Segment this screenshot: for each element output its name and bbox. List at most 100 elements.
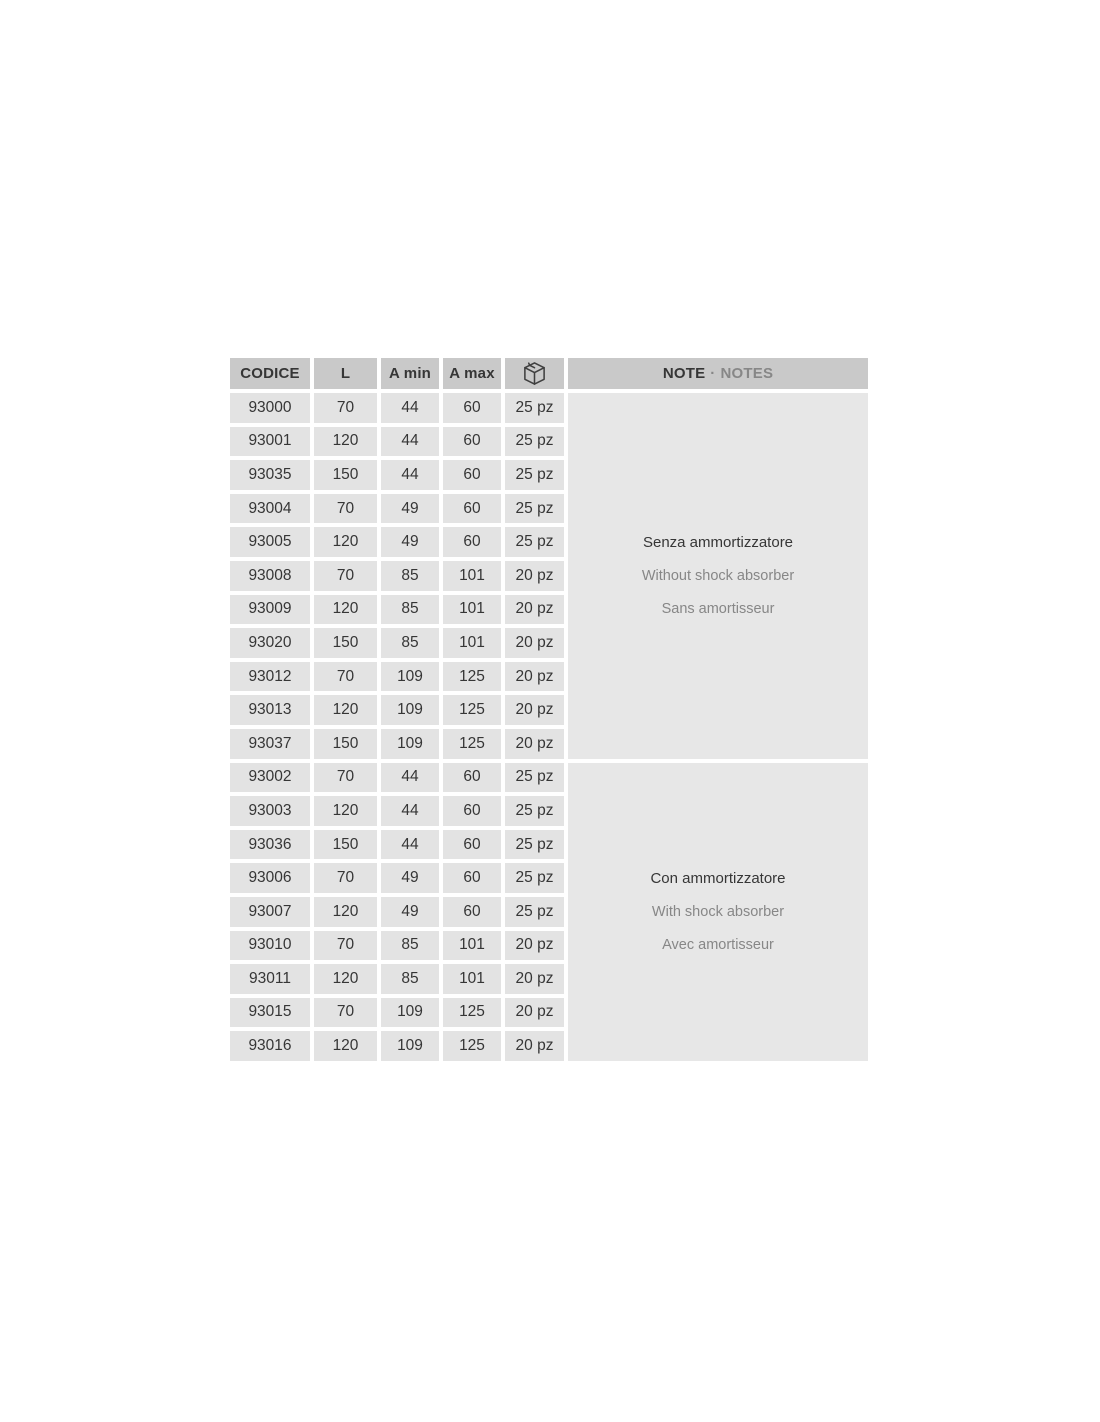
note-group-without-shock-absorber: Senza ammortizzatore Without shock absor… <box>568 393 868 759</box>
header-length: L <box>314 358 377 389</box>
note-secondary: Without shock absorber <box>641 567 795 584</box>
l-cell: 70 <box>314 930 377 961</box>
a-min-cell: 109 <box>381 728 439 759</box>
a-max-cell: 125 <box>443 661 501 692</box>
l-cell: 120 <box>314 896 377 927</box>
product-table: CODICE L A min A max NOTE · NOTES Senza … <box>230 358 868 1061</box>
a-max-cell: 60 <box>443 493 501 524</box>
note-group-with-shock-absorber: Con ammortizzatore With shock absorber A… <box>568 762 868 1061</box>
l-cell: 70 <box>314 493 377 524</box>
a-min-cell: 109 <box>381 661 439 692</box>
a-max-cell: 60 <box>443 896 501 927</box>
codice-cell: 93037 <box>230 728 310 759</box>
header-a-max: A max <box>443 358 501 389</box>
header-note-separator: · <box>710 365 716 382</box>
l-cell: 150 <box>314 728 377 759</box>
codice-cell: 93000 <box>230 393 310 423</box>
a-min-cell: 109 <box>381 1031 439 1061</box>
l-cell: 120 <box>314 594 377 625</box>
note-tertiary: Avec amortisseur <box>662 936 774 953</box>
note-primary: Senza ammortizzatore <box>642 533 794 551</box>
codice-cell: 93001 <box>230 426 310 457</box>
l-cell: 70 <box>314 863 377 893</box>
l-cell: 150 <box>314 460 377 490</box>
a-max-cell: 101 <box>443 594 501 625</box>
codice-cell: 93013 <box>230 695 310 725</box>
qty-cell: 25 pz <box>505 796 564 826</box>
a-min-cell: 44 <box>381 426 439 457</box>
codice-cell: 93007 <box>230 896 310 927</box>
qty-cell: 25 pz <box>505 426 564 457</box>
l-cell: 70 <box>314 560 377 591</box>
a-max-cell: 101 <box>443 964 501 994</box>
header-codice: CODICE <box>230 358 310 389</box>
codice-cell: 93008 <box>230 560 310 591</box>
a-min-cell: 109 <box>381 695 439 725</box>
a-max-cell: 125 <box>443 1031 501 1061</box>
codice-cell: 93010 <box>230 930 310 961</box>
header-note-label-it: NOTE <box>662 365 706 382</box>
l-cell: 70 <box>314 393 377 423</box>
l-cell: 120 <box>314 964 377 994</box>
header-quantity <box>505 358 564 389</box>
l-cell: 120 <box>314 796 377 826</box>
a-max-cell: 125 <box>443 695 501 725</box>
a-min-cell: 49 <box>381 896 439 927</box>
a-max-cell: 60 <box>443 527 501 557</box>
a-max-cell: 101 <box>443 560 501 591</box>
a-max-cell: 101 <box>443 628 501 658</box>
qty-cell: 25 pz <box>505 829 564 860</box>
qty-cell: 25 pz <box>505 762 564 793</box>
a-max-cell: 125 <box>443 728 501 759</box>
codice-cell: 93003 <box>230 796 310 826</box>
codice-cell: 93004 <box>230 493 310 524</box>
package-icon <box>521 361 548 386</box>
qty-cell: 20 pz <box>505 560 564 591</box>
header-note: NOTE · NOTES <box>568 358 868 389</box>
l-cell: 70 <box>314 661 377 692</box>
a-max-cell: 125 <box>443 997 501 1028</box>
a-min-cell: 85 <box>381 560 439 591</box>
codice-cell: 93009 <box>230 594 310 625</box>
l-cell: 120 <box>314 695 377 725</box>
a-min-cell: 44 <box>381 829 439 860</box>
qty-cell: 20 pz <box>505 728 564 759</box>
codice-cell: 93006 <box>230 863 310 893</box>
a-max-cell: 60 <box>443 863 501 893</box>
a-max-cell: 60 <box>443 460 501 490</box>
a-min-cell: 85 <box>381 628 439 658</box>
qty-cell: 25 pz <box>505 527 564 557</box>
codice-cell: 93015 <box>230 997 310 1028</box>
a-min-cell: 49 <box>381 863 439 893</box>
qty-cell: 20 pz <box>505 661 564 692</box>
qty-cell: 25 pz <box>505 863 564 893</box>
a-min-cell: 109 <box>381 997 439 1028</box>
l-cell: 150 <box>314 628 377 658</box>
header-note-label-en: NOTES <box>720 365 774 382</box>
qty-cell: 20 pz <box>505 628 564 658</box>
a-min-cell: 49 <box>381 527 439 557</box>
note-primary: Con ammortizzatore <box>650 869 786 887</box>
a-min-cell: 44 <box>381 762 439 793</box>
note-tertiary: Sans amortisseur <box>661 600 775 617</box>
codice-cell: 93016 <box>230 1031 310 1061</box>
qty-cell: 20 pz <box>505 695 564 725</box>
note-secondary: With shock absorber <box>651 903 785 920</box>
a-max-cell: 60 <box>443 829 501 860</box>
qty-cell: 20 pz <box>505 964 564 994</box>
l-cell: 120 <box>314 527 377 557</box>
a-min-cell: 49 <box>381 493 439 524</box>
qty-cell: 20 pz <box>505 1031 564 1061</box>
l-cell: 120 <box>314 1031 377 1061</box>
a-min-cell: 44 <box>381 393 439 423</box>
a-min-cell: 85 <box>381 930 439 961</box>
qty-cell: 25 pz <box>505 393 564 423</box>
header-a-min: A min <box>381 358 439 389</box>
a-max-cell: 60 <box>443 796 501 826</box>
l-cell: 70 <box>314 997 377 1028</box>
a-min-cell: 44 <box>381 796 439 826</box>
codice-cell: 93002 <box>230 762 310 793</box>
codice-cell: 93036 <box>230 829 310 860</box>
codice-cell: 93035 <box>230 460 310 490</box>
